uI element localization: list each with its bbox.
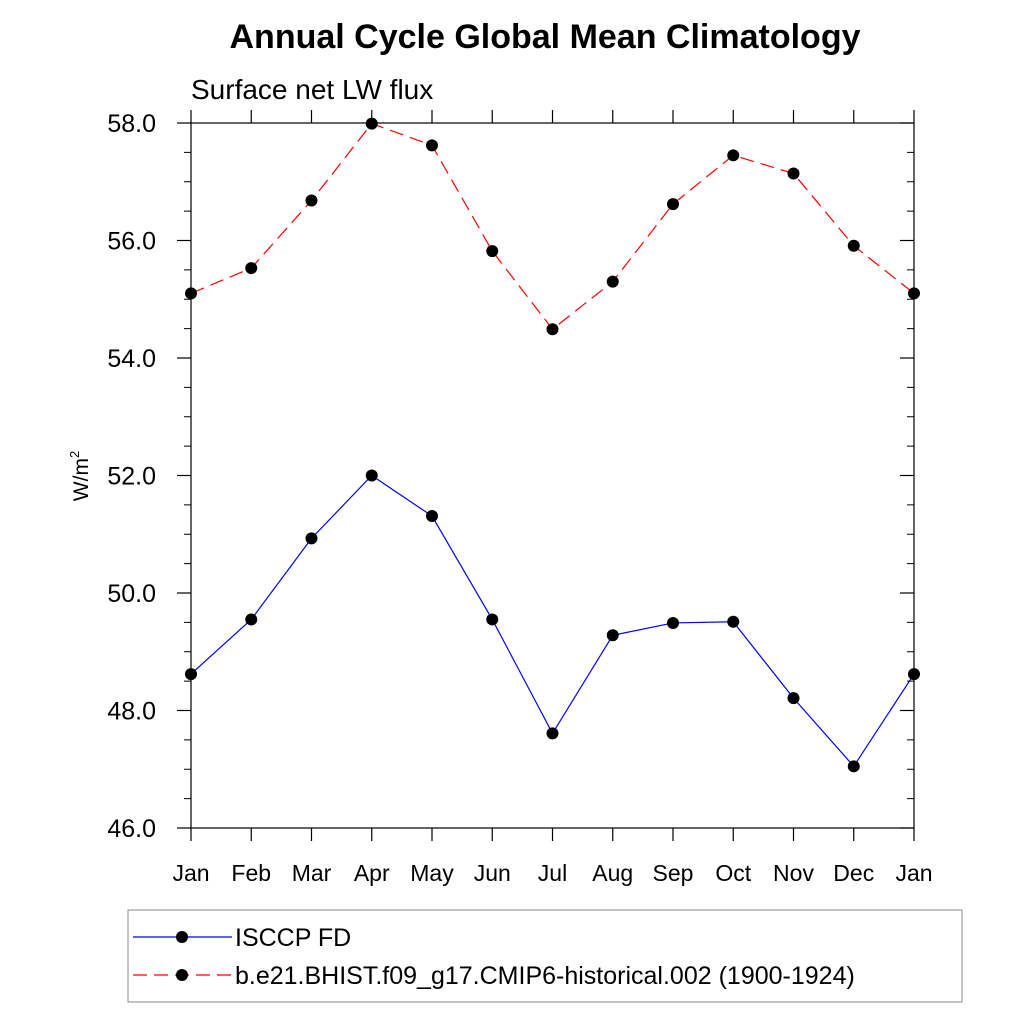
series-line bbox=[190, 474, 915, 768]
data-point bbox=[727, 149, 740, 162]
data-point bbox=[606, 275, 619, 288]
data-point bbox=[245, 262, 258, 275]
chart-title: Annual Cycle Global Mean Climatology bbox=[230, 18, 861, 56]
chart-subtitle: Surface net LW flux bbox=[191, 74, 433, 105]
y-tick-label: 48.0 bbox=[107, 698, 156, 726]
legend-label: b.e21.BHIST.f09_g17.CMIP6-historical.002… bbox=[235, 962, 855, 990]
y-tick-label: 56.0 bbox=[107, 228, 156, 256]
data-point bbox=[305, 532, 318, 545]
data-point bbox=[908, 287, 920, 300]
data-point bbox=[667, 616, 679, 629]
x-tick-label: Sep bbox=[653, 860, 694, 886]
data-point bbox=[245, 613, 258, 626]
y-tick-label: 58.0 bbox=[107, 110, 156, 138]
data-point bbox=[185, 287, 197, 300]
legend-marker bbox=[176, 969, 188, 981]
legend: ISCCP FD b.e21.BHIST.f09_g17.CMIP6-histor… bbox=[127, 909, 963, 1003]
x-tick-label: Aug bbox=[592, 860, 633, 886]
x-tick-label: Feb bbox=[231, 860, 271, 886]
series-group bbox=[185, 469, 920, 773]
series-line bbox=[190, 122, 915, 331]
y-axis-label-superscript: 2 bbox=[67, 451, 82, 458]
x-tick-label: Jul bbox=[538, 860, 567, 886]
y-tick-label: 46.0 bbox=[107, 815, 156, 843]
data-point bbox=[908, 668, 920, 681]
data-point bbox=[667, 198, 679, 211]
plot-axes: 46.0 48.0 50.0 52.0 54.0 56.0 58.0 Jan Feb Mar Apr… bbox=[67, 110, 933, 886]
data-point bbox=[486, 245, 499, 258]
data-point bbox=[546, 323, 559, 336]
x-tick-label: Apr bbox=[354, 860, 390, 886]
x-tick-label: Nov bbox=[773, 860, 814, 886]
x-tick-label: Jan bbox=[895, 860, 932, 886]
x-tick-label: Jan bbox=[172, 860, 209, 886]
legend-label: ISCCP FD bbox=[235, 924, 351, 952]
data-point bbox=[787, 692, 800, 705]
data-point bbox=[365, 469, 378, 482]
y-tick-label: 54.0 bbox=[107, 345, 156, 373]
legend-box bbox=[127, 909, 963, 1003]
data-point bbox=[546, 727, 559, 740]
x-tick-label: Jun bbox=[474, 860, 511, 886]
series-group bbox=[185, 117, 920, 336]
x-tick-label: Oct bbox=[715, 860, 751, 886]
x-tick-label: Mar bbox=[292, 860, 332, 886]
data-point bbox=[426, 510, 438, 523]
y-tick-label: 50.0 bbox=[107, 580, 156, 608]
data-point bbox=[305, 194, 318, 207]
data-point bbox=[847, 760, 860, 773]
data-point bbox=[787, 167, 800, 180]
data-point bbox=[486, 613, 499, 626]
x-tick-label: Dec bbox=[833, 860, 874, 886]
y-axis-label: W/m2 bbox=[67, 451, 93, 501]
legend-marker bbox=[176, 931, 188, 943]
data-point bbox=[727, 615, 740, 628]
data-point bbox=[185, 668, 197, 681]
data-point bbox=[365, 117, 378, 130]
data-point bbox=[606, 629, 619, 642]
data-point bbox=[426, 139, 438, 152]
plot-frame bbox=[190, 122, 915, 829]
series-layer bbox=[185, 117, 920, 773]
y-tick-label: 52.0 bbox=[107, 463, 156, 491]
data-point bbox=[847, 239, 860, 252]
x-tick-label: May bbox=[410, 860, 454, 886]
